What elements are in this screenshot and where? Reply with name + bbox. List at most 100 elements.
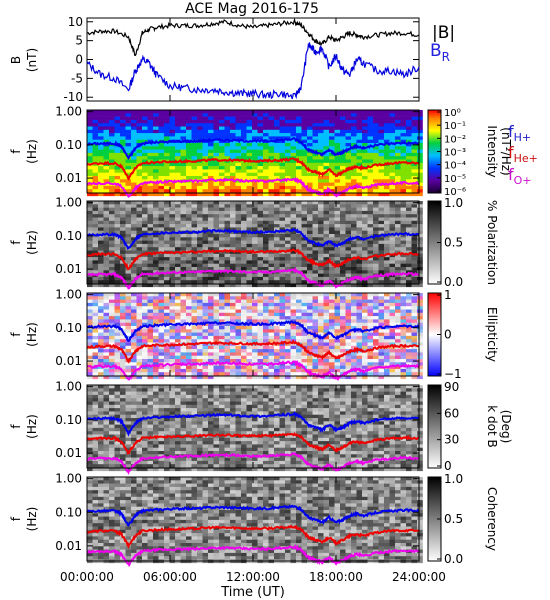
heatmap-cell: [197, 149, 203, 154]
heatmap-cell: [230, 176, 236, 180]
heatmap-cell: [186, 119, 192, 124]
heatmap-cell: [340, 339, 346, 343]
heatmap-cell: [136, 133, 143, 137]
heatmap-cell: [213, 365, 220, 370]
heatmap-cell: [103, 243, 110, 248]
heatmap-cell: [109, 179, 115, 183]
colorbar-title: Intensity: [485, 125, 499, 177]
heatmap-cell: [367, 273, 374, 278]
heatmap-cell: [153, 335, 159, 340]
heatmap-cell: [131, 210, 137, 215]
heatmap-cell: [114, 247, 121, 251]
heatmap-cell: [362, 247, 368, 251]
heatmap-cell: [224, 227, 231, 231]
heatmap-cell: [219, 296, 225, 300]
heatmap-cell: [301, 169, 308, 173]
heatmap-cell: [268, 359, 275, 363]
heatmap-cell: [351, 133, 357, 137]
heatmap-cell: [356, 227, 363, 231]
heatmap-cell: [406, 312, 412, 317]
heatmap-cell: [109, 201, 115, 205]
heatmap-cell: [114, 299, 121, 304]
heatmap-cell: [202, 375, 209, 380]
heatmap-cell: [312, 192, 319, 197]
heatmap-cell: [290, 260, 297, 264]
heatmap-cell: [158, 146, 165, 150]
heatmap-cell: [285, 126, 291, 131]
heatmap-cell: [103, 119, 110, 124]
heatmap-cell: [367, 230, 374, 235]
heatmap-cell: [158, 243, 165, 248]
heatmap-cell: [92, 116, 99, 121]
heatmap-cell: [411, 179, 418, 183]
heatmap-cell: [351, 136, 357, 140]
heatmap-cell: [257, 129, 264, 134]
heatmap-cell: [378, 385, 385, 389]
heatmap-cell: [191, 123, 198, 127]
heatmap-cell: [114, 220, 121, 225]
heatmap-cell: [136, 156, 143, 160]
heatmap-cell: [241, 368, 247, 373]
heatmap-cell: [263, 126, 269, 131]
heatmap-cell: [136, 250, 143, 255]
heatmap-cell: [378, 126, 385, 131]
heatmap-cell: [406, 169, 412, 173]
heatmap-cell: [257, 119, 264, 124]
heatmap-cell: [323, 166, 330, 170]
heatmap-cell: [87, 257, 93, 261]
heatmap-cell: [175, 220, 181, 225]
heatmap-cell: [230, 339, 236, 343]
heatmap-cell: [395, 375, 401, 380]
heatmap-cell: [125, 273, 132, 278]
heatmap-cell: [224, 189, 231, 193]
heatmap-cell: [186, 316, 192, 320]
heatmap-cell: [213, 139, 220, 144]
heatmap-cell: [158, 214, 165, 218]
heatmap-cell: [158, 388, 165, 392]
heatmap-cell: [241, 204, 247, 208]
heatmap-cell: [98, 123, 104, 127]
heatmap-cell: [191, 113, 198, 117]
heatmap-cell: [285, 113, 291, 117]
heatmap-cell: [274, 182, 280, 187]
heatmap-cell: [345, 169, 352, 173]
heatmap-cell: [400, 388, 407, 392]
heatmap-cell: [268, 119, 275, 124]
heatmap-cell: [230, 257, 236, 261]
heatmap-cell: [318, 136, 324, 140]
heatmap-cell: [92, 159, 99, 164]
heatmap-cell: [219, 332, 225, 337]
heatmap-cell: [98, 280, 104, 284]
heatmap-cell: [373, 185, 379, 190]
heatmap-cell: [180, 296, 187, 300]
heatmap-cell: [197, 365, 203, 370]
heatmap-cell: [323, 110, 330, 114]
heatmap-cell: [219, 237, 225, 241]
heatmap-cell: [279, 257, 286, 261]
heatmap-cell: [334, 204, 341, 208]
heatmap-cell: [224, 119, 231, 124]
heatmap-cell: [395, 260, 401, 264]
heatmap-cell: [411, 220, 418, 225]
heatmap-cell: [345, 302, 352, 307]
heatmap-cell: [235, 113, 242, 117]
heatmap-cell: [400, 185, 407, 190]
heatmap-cell: [191, 309, 198, 314]
heatmap-cell: [241, 201, 247, 205]
heatmap-cell: [257, 146, 264, 150]
heatmap-cell: [169, 214, 176, 218]
legend-b-r-main: B: [430, 41, 442, 61]
heatmap-cell: [180, 146, 187, 150]
heatmap-cell: [120, 365, 126, 370]
heatmap-cell: [263, 214, 269, 218]
heatmap-cell: [345, 139, 352, 144]
heatmap-cell: [186, 172, 192, 177]
heatmap-cell: [175, 385, 181, 389]
heatmap-cell: [400, 339, 407, 343]
heatmap-cell: [373, 176, 379, 180]
heatmap-cell: [367, 204, 374, 208]
heatmap-cell: [219, 372, 225, 376]
heatmap-cell: [356, 214, 363, 218]
